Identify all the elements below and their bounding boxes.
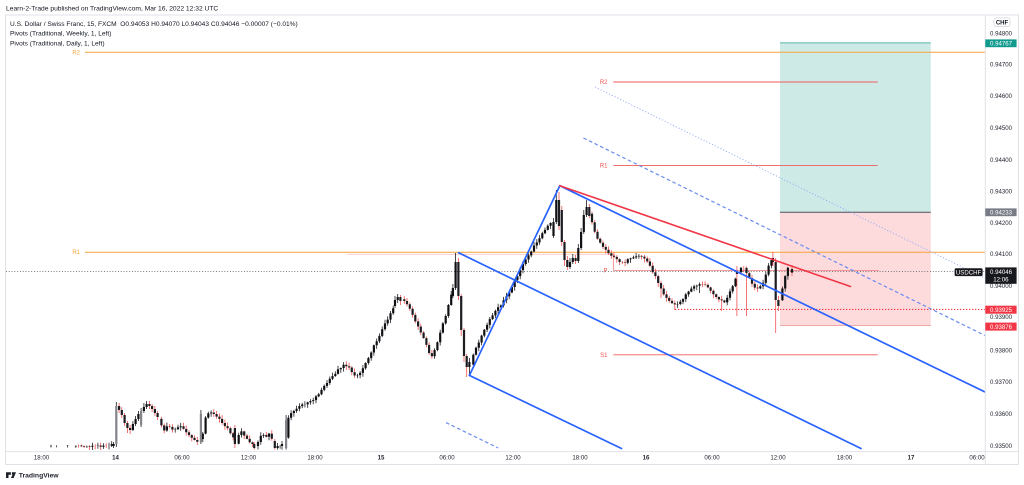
svg-text:18:00: 18:00 bbox=[307, 455, 323, 462]
svg-text:06:00: 06:00 bbox=[439, 455, 455, 462]
svg-text:0.93500: 0.93500 bbox=[990, 443, 1013, 450]
svg-text:0.94300: 0.94300 bbox=[990, 188, 1013, 195]
svg-text:0.94500: 0.94500 bbox=[990, 125, 1013, 132]
svg-text:R2: R2 bbox=[600, 80, 608, 86]
svg-text:Learn-2-Trade published on Tra: Learn-2-Trade published on TradingView.c… bbox=[6, 6, 218, 13]
svg-text:18:00: 18:00 bbox=[572, 455, 588, 462]
svg-text:12:06: 12:06 bbox=[993, 277, 1009, 284]
svg-text:16: 16 bbox=[643, 455, 650, 462]
svg-text:0.94046: 0.94046 bbox=[990, 269, 1013, 276]
svg-text:0.94100: 0.94100 bbox=[990, 251, 1013, 258]
svg-text:0.94000: 0.94000 bbox=[990, 283, 1013, 290]
svg-text:Pivots (Traditional, Weekly, 1: Pivots (Traditional, Weekly, 1, Left) bbox=[10, 31, 111, 38]
svg-text:0.94800: 0.94800 bbox=[990, 30, 1013, 37]
svg-text:12:00: 12:00 bbox=[505, 455, 521, 462]
svg-text:TradingView: TradingView bbox=[19, 473, 60, 480]
svg-text:0.93600: 0.93600 bbox=[990, 411, 1013, 418]
svg-text:06:00: 06:00 bbox=[174, 455, 190, 462]
svg-text:0.94200: 0.94200 bbox=[990, 220, 1013, 227]
svg-text:06:00: 06:00 bbox=[704, 455, 720, 462]
svg-text:0.94400: 0.94400 bbox=[990, 157, 1013, 164]
svg-text:R1: R1 bbox=[600, 164, 608, 170]
svg-text:Pivots (Traditional, Daily, 1,: Pivots (Traditional, Daily, 1, Left) bbox=[10, 40, 105, 47]
svg-text:12:00: 12:00 bbox=[241, 455, 257, 462]
svg-text:P: P bbox=[603, 268, 607, 274]
svg-text:0.94233: 0.94233 bbox=[990, 209, 1013, 216]
svg-text:S1: S1 bbox=[600, 353, 608, 359]
svg-text:0.93800: 0.93800 bbox=[990, 347, 1013, 354]
svg-text:R2: R2 bbox=[72, 50, 80, 56]
svg-text:U.S. Dollar / Swiss Franc, 15,: U.S. Dollar / Swiss Franc, 15, FXCM O0.9… bbox=[10, 21, 298, 28]
svg-text:0.94600: 0.94600 bbox=[990, 93, 1013, 100]
svg-text:0.93900: 0.93900 bbox=[990, 314, 1013, 321]
svg-text:USDCHF: USDCHF bbox=[956, 269, 982, 276]
svg-text:18:00: 18:00 bbox=[837, 455, 853, 462]
svg-text:R1: R1 bbox=[72, 250, 80, 256]
svg-text:12:00: 12:00 bbox=[770, 455, 786, 462]
svg-text:06:00: 06:00 bbox=[969, 455, 985, 462]
svg-text:0.94700: 0.94700 bbox=[990, 61, 1013, 68]
svg-text:17: 17 bbox=[908, 455, 915, 462]
svg-text:0.93925: 0.93925 bbox=[990, 307, 1013, 314]
svg-text:14: 14 bbox=[112, 455, 119, 462]
svg-text:0.93700: 0.93700 bbox=[990, 379, 1013, 386]
svg-text:15: 15 bbox=[378, 455, 385, 462]
svg-text:CHF: CHF bbox=[996, 20, 1009, 26]
svg-text:0.94767: 0.94767 bbox=[990, 40, 1013, 47]
svg-text:0.93876: 0.93876 bbox=[990, 324, 1013, 331]
svg-text:18:00: 18:00 bbox=[34, 455, 50, 462]
